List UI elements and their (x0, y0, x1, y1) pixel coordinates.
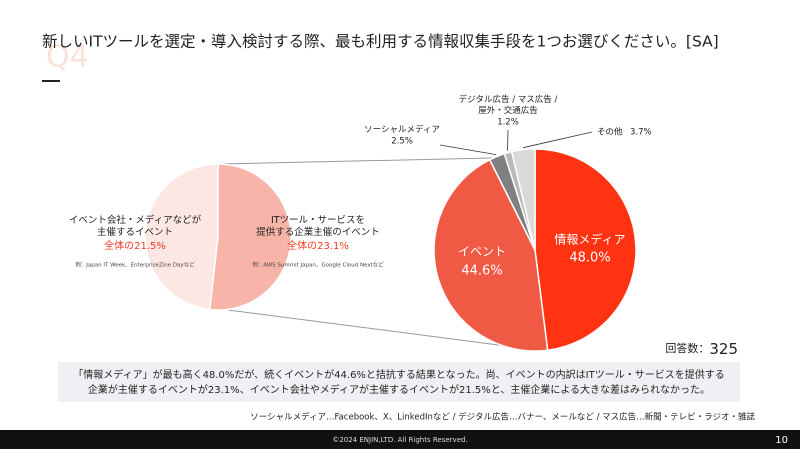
slice-value: 1.2% (497, 118, 519, 128)
slice-value: 2.5% (391, 137, 413, 147)
breakdown-label: ITツール・サービスを提供する企業主催のイベント (256, 215, 380, 238)
slice-label: ソーシャルメディア (364, 124, 440, 135)
breakdown-note: 例：Japan IT Week、EnterpriseZine Dayなど (75, 261, 195, 269)
title-underline (42, 80, 60, 82)
breakdown-value: 全体の21.5% (104, 239, 166, 252)
slide-title: 新しいITツールを選定・導入検討する際、最も利用する情報収集手段を1つお選びくだ… (42, 33, 719, 51)
slice-label: デジタル広告 / マス広告 /屋外・交通広告 (459, 94, 558, 116)
slice-label: 情報メディア (554, 232, 625, 247)
slice-value: 44.6% (461, 264, 502, 279)
respondents-label: 回答数： (665, 341, 709, 355)
summary-box (58, 362, 740, 402)
breakdown-value: 全体の23.1% (287, 239, 349, 252)
slice-label: その他 (597, 127, 623, 138)
footnote: ソーシャルメディア…Facebook、X、LinkedInなど / デジタル広告… (250, 412, 755, 423)
copyright: ©2024 ENJIN,LTD. All Rights Reserved. (332, 436, 467, 444)
respondents: 回答数：325 (665, 340, 738, 358)
leader-line (440, 145, 496, 155)
slice-value: 48.0% (569, 251, 610, 266)
slice-label: イベント (458, 245, 506, 259)
connector-line (220, 158, 492, 164)
respondents-value: 325 (709, 340, 738, 358)
leader-line (523, 132, 592, 148)
slice-value: 3.7% (630, 128, 652, 138)
page-number: 10 (775, 435, 788, 446)
breakdown-note: 例：AWS Summit Japan、Google Cloud Nextなど (252, 261, 384, 269)
